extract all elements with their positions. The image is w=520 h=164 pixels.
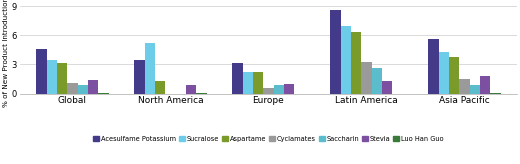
Bar (57, 63, 67, 93)
Bar (439, 52, 449, 93)
Bar (382, 81, 392, 93)
Bar (98, 92, 109, 93)
Bar (284, 84, 294, 93)
Bar (274, 85, 284, 93)
Bar (155, 81, 165, 93)
Bar (47, 60, 57, 93)
Bar (480, 76, 490, 93)
Bar (36, 49, 47, 93)
Bar (449, 57, 459, 93)
Bar (428, 39, 439, 93)
Bar (490, 92, 501, 93)
Bar (186, 85, 196, 93)
Bar (372, 68, 382, 93)
Bar (470, 85, 480, 93)
Bar (67, 83, 77, 93)
Bar (330, 10, 341, 93)
Bar (341, 26, 351, 93)
Bar (459, 79, 470, 93)
Bar (361, 62, 372, 93)
Bar (243, 72, 253, 93)
Bar (77, 85, 88, 93)
Bar (88, 80, 98, 93)
Bar (134, 60, 145, 93)
Bar (351, 32, 361, 93)
Bar (253, 72, 263, 93)
Bar (263, 88, 274, 93)
Y-axis label: % of New Product Introductions: % of New Product Introductions (3, 0, 9, 107)
Legend: Acesulfame Potassium, Sucralose, Aspartame, Cyclamates, Saccharin, Stevia, Luo H: Acesulfame Potassium, Sucralose, Asparta… (90, 133, 447, 145)
Bar (196, 92, 206, 93)
Bar (232, 63, 243, 93)
Bar (145, 43, 155, 93)
